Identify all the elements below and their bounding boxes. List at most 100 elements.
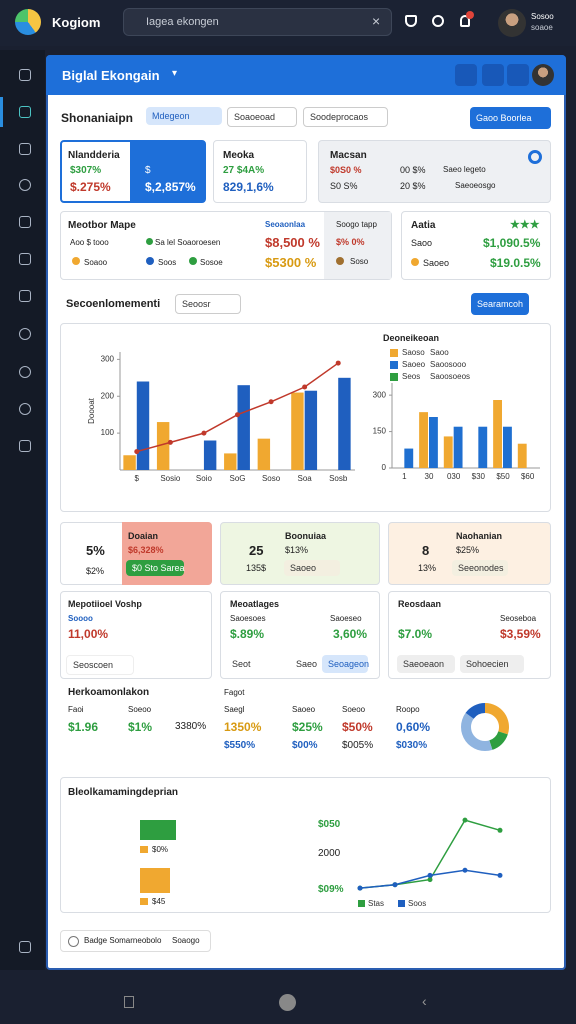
filter-dropdown[interactable]: Seoosr: [175, 294, 241, 314]
trend-label: $09%: [318, 884, 344, 895]
icon-button[interactable]: [405, 15, 417, 27]
rating-stars: ★★★: [510, 219, 540, 231]
search-placeholder: Iagea ekongen: [146, 16, 219, 28]
user-name: Sosoo: [531, 12, 554, 21]
card-value: 27 $4A%: [223, 165, 265, 176]
table-cell: $550%: [224, 740, 256, 751]
metric-button[interactable]: Seoscoen: [66, 655, 134, 675]
tab[interactable]: Mdegeon: [146, 107, 222, 125]
card-change: $.275%: [70, 180, 111, 194]
nav-recent[interactable]: ‹: [422, 993, 427, 1009]
primary-button[interactable]: Gaoo Boorlea: [470, 107, 551, 129]
metric-button[interactable]: Saeoeaon: [397, 655, 455, 673]
settings-icon[interactable]: [528, 150, 542, 164]
table-title: Herkoamonlakon: [68, 687, 150, 698]
table-cell: $005%: [342, 740, 374, 751]
nav-icon[interactable]: [19, 253, 31, 265]
search-box[interactable]: [123, 8, 392, 36]
sidebar: [0, 50, 45, 970]
header-icon[interactable]: [507, 64, 529, 86]
icon-button[interactable]: [432, 15, 444, 27]
notification-icon[interactable]: [460, 15, 470, 27]
footer-button[interactable]: [60, 930, 211, 952]
rating-card: [401, 211, 551, 280]
overview-legend: Aoo $ tooo: [70, 238, 109, 247]
table-cell: Saoeo: [292, 705, 316, 714]
nav-icon[interactable]: [19, 106, 31, 118]
legend-dot: [411, 258, 419, 266]
toolbar-title: Shonaniaipn: [61, 111, 133, 125]
nav-icon[interactable]: [19, 366, 31, 378]
nav-icon[interactable]: [19, 328, 31, 340]
table-cell: Fagot: [224, 688, 245, 697]
nav-icon[interactable]: [19, 290, 31, 302]
app-name: Kogiom: [52, 15, 101, 30]
tab[interactable]: Soodeprocaos: [303, 107, 388, 127]
panel-title: Biglal Ekongain: [62, 68, 160, 83]
side-item: Soso: [350, 257, 369, 266]
metric-button[interactable]: Sohoecien: [460, 655, 524, 673]
nav-home[interactable]: [279, 994, 296, 1011]
nav-icon[interactable]: [19, 941, 31, 953]
header-icon[interactable]: [455, 64, 477, 86]
overview-legend: Soos: [158, 258, 177, 267]
rating-value: $1,090.5%: [483, 236, 541, 250]
status-button[interactable]: $0 Sto Sarea: [126, 560, 185, 576]
status-button[interactable]: Saoeo: [284, 560, 340, 576]
table-cell: $00%: [292, 740, 318, 751]
table-cell: $030%: [396, 740, 428, 751]
legend-dot: [72, 257, 80, 265]
nav-back[interactable]: [124, 996, 134, 1008]
chart-title: Deoneikeoan: [383, 333, 440, 343]
side-title: Soogo tapp: [336, 220, 377, 229]
overview-side: [324, 212, 391, 279]
nav-icon[interactable]: [19, 179, 31, 191]
notification-badge: [466, 11, 474, 19]
legend-dot: [336, 257, 344, 265]
status-value: 25: [249, 543, 264, 558]
table-cell: 3380%: [175, 721, 207, 732]
nav-icon[interactable]: [19, 216, 31, 228]
status-button[interactable]: Seeonodes: [452, 560, 508, 576]
metric-button[interactable]: Seoageon: [322, 655, 369, 673]
primary-button[interactable]: Searamcoh: [471, 293, 529, 315]
rating-value: $19.0.5%: [490, 256, 541, 270]
metric-button[interactable]: Saeo: [296, 659, 318, 669]
overview-link: Seoaonlaa: [265, 220, 306, 229]
card-cell: 00 $%: [400, 165, 426, 175]
status-amount: $25%: [456, 545, 480, 555]
footer-icon: [68, 936, 79, 947]
table-cell: Faoi: [68, 705, 84, 714]
nav-icon[interactable]: [19, 69, 31, 81]
metric-button[interactable]: Seot: [232, 659, 251, 669]
trend-label: 2000: [318, 848, 341, 859]
side-value: $% 0%: [336, 237, 365, 247]
mini-bar-label: $0%: [152, 845, 169, 854]
table-cell: Soeoo: [128, 705, 152, 714]
header-icon[interactable]: [482, 64, 504, 86]
card-cell: S0 S%: [330, 181, 358, 191]
panel-header: [46, 55, 566, 95]
mini-bar: [140, 868, 170, 893]
tab[interactable]: Soaoeoad: [227, 107, 297, 127]
avatar[interactable]: [498, 9, 526, 37]
mini-bar: [140, 820, 176, 840]
card-title: Meoka: [223, 150, 255, 161]
metric-label: Seoseboa: [500, 614, 537, 623]
metric-label: Soooo: [68, 614, 93, 623]
card-side-value: $,2,857%: [145, 180, 196, 194]
overview-legend: Sa lel Soaoroesen: [155, 238, 221, 247]
nav-icon[interactable]: [19, 143, 31, 155]
metric-value: $.89%: [230, 627, 265, 641]
card-value: $307%: [70, 165, 102, 176]
chart-card: [60, 323, 551, 512]
nav-icon[interactable]: [19, 403, 31, 415]
status-title: Doaian: [128, 531, 159, 541]
mini-bar-marker: [140, 846, 148, 853]
metric-title: Meoatlages: [230, 599, 280, 609]
table-cell: 1350%: [224, 720, 262, 734]
nav-icon[interactable]: [19, 440, 31, 452]
metric-value: 11,00%: [68, 627, 109, 641]
legend-dot: [146, 257, 154, 265]
table-cell: Saegl: [224, 705, 245, 714]
